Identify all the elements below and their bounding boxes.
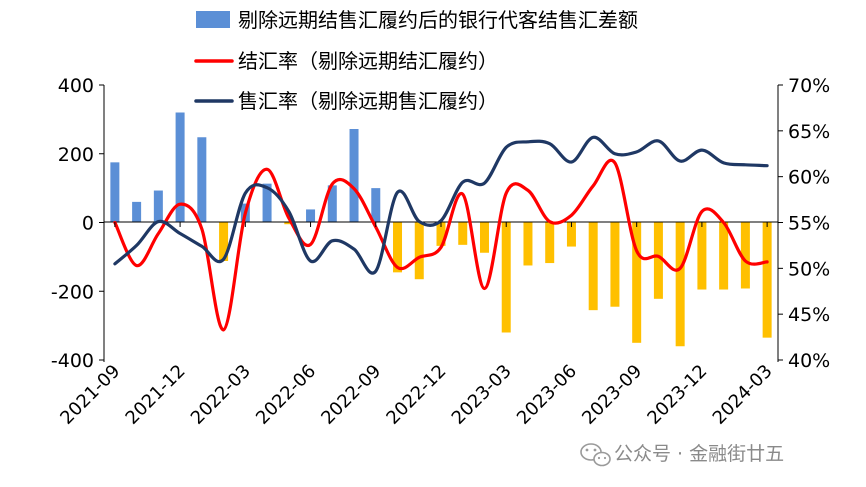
legend-label: 剔除远期结售汇履约后的银行代客结售汇差额	[238, 8, 638, 32]
y-right-tick-label: 45%	[788, 304, 830, 326]
bar-2023-03	[501, 222, 511, 333]
x-tick-label: 2022-06	[252, 361, 320, 429]
watermark: 公众号 · 金融街廿五	[580, 443, 784, 467]
x-tick-label: 2021-12	[122, 361, 190, 429]
y-right-tick-label: 60%	[788, 167, 830, 189]
bar-2021-11	[153, 190, 163, 223]
bar-2023-12	[697, 222, 707, 290]
bar-2023-09	[632, 222, 642, 343]
bar-2022-12	[436, 222, 446, 246]
bar-2022-05	[284, 222, 294, 225]
bar-2023-01	[458, 222, 468, 245]
bar-2022-02	[219, 222, 229, 261]
x-tick-label: 2023-12	[643, 361, 711, 429]
line-series	[113, 135, 769, 332]
x-tick-label: 2022-12	[382, 361, 450, 429]
x-tick-label: 2023-06	[513, 361, 581, 429]
y-right-ticks: 70% 65% 60% 55% 50% 45% 40%	[778, 75, 830, 372]
bar-2024-01	[719, 222, 729, 290]
x-tick-label: 2022-03	[187, 361, 255, 429]
bar-2021-10	[132, 201, 142, 223]
legend-label: 结汇率（剔除远期结汇履约）	[238, 49, 498, 73]
x-tick-label: 2024-03	[709, 361, 777, 429]
bar-2024-03	[762, 222, 772, 338]
y-right-tick-label: 50%	[788, 258, 830, 280]
line-series-2	[113, 135, 769, 275]
line-series-1	[113, 158, 769, 332]
bar-2023-05	[545, 222, 555, 264]
x-tick-label: 2023-03	[448, 361, 516, 429]
y-left-ticks: 400 200 0 -200 -400	[51, 75, 104, 372]
legend-swatch-bar	[196, 11, 230, 28]
y-left-tick-label: -200	[51, 281, 94, 303]
watermark-text: 公众号 · 金融街廿五	[614, 443, 784, 465]
y-left-tick-label: -400	[51, 350, 94, 372]
bar-2022-01	[197, 137, 207, 223]
y-left-tick-label: 200	[58, 144, 94, 166]
y-right-tick-label: 40%	[788, 350, 830, 372]
bar-2023-08	[610, 222, 620, 307]
bar-2022-10	[393, 222, 403, 273]
x-tick-label: 2022-09	[317, 361, 385, 429]
bar-2022-04	[262, 183, 272, 223]
bar-2022-08	[349, 129, 359, 223]
bar-2022-06	[306, 209, 316, 223]
bar-2021-12	[175, 112, 185, 223]
x-tick-label: 2023-09	[578, 361, 646, 429]
y-right-tick-label: 65%	[788, 121, 830, 143]
bar-2023-10	[653, 222, 663, 299]
bar-2023-06	[566, 222, 576, 247]
y-left-tick-label: 0	[82, 213, 94, 235]
bar-series	[110, 112, 772, 347]
wechat-icon	[580, 443, 611, 467]
bar-2021-09	[110, 162, 120, 223]
bar-2022-07	[327, 185, 337, 223]
legend-label: 售汇率（剔除远期售汇履约）	[238, 89, 498, 113]
y-left-tick-label: 400	[58, 75, 94, 97]
bar-2023-07	[588, 222, 598, 311]
bar-2023-02	[479, 222, 489, 253]
bar-2023-11	[675, 222, 685, 347]
bar-2022-11	[414, 222, 424, 280]
bar-2023-04	[523, 222, 533, 266]
bar-2022-09	[371, 188, 381, 223]
y-right-tick-label: 55%	[788, 213, 830, 235]
y-right-tick-label: 70%	[788, 75, 830, 97]
bar-2024-02	[740, 222, 750, 289]
